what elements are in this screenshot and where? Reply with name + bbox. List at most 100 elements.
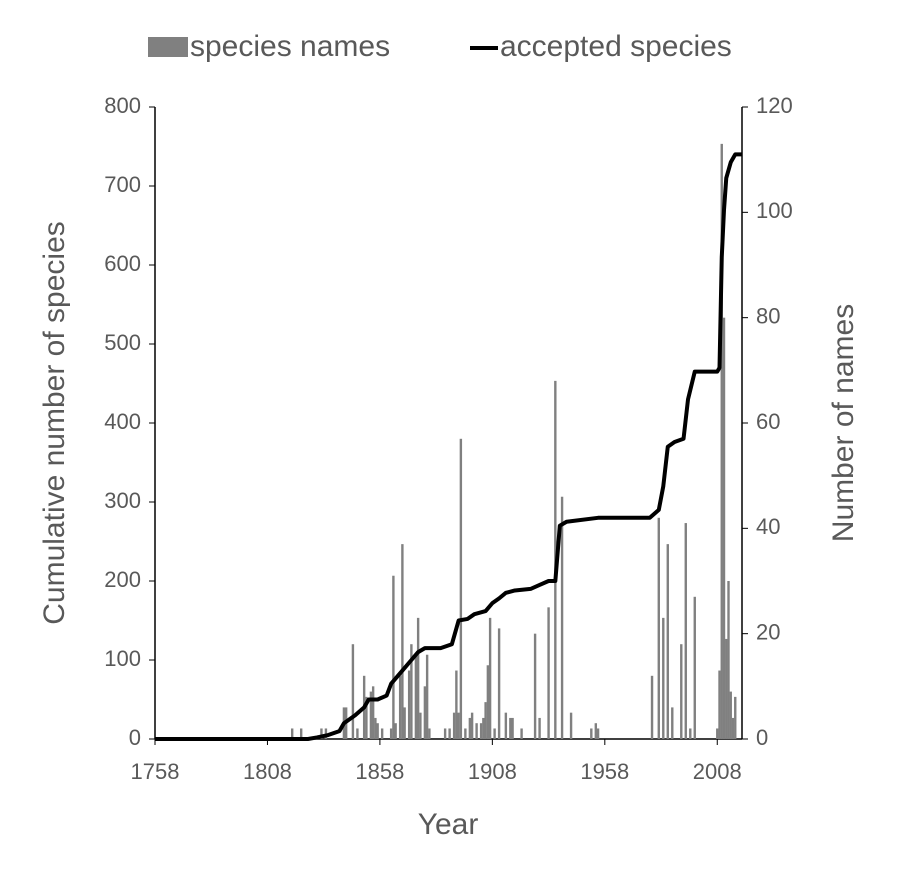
bar [486, 665, 490, 739]
y2-axis-title: Number of names [827, 304, 860, 542]
bar [299, 728, 303, 739]
bar [475, 723, 478, 739]
bar [509, 717, 512, 739]
legend-label: species names [190, 30, 390, 63]
bar [290, 728, 294, 739]
bar [727, 581, 730, 739]
bar [684, 523, 687, 739]
y2-tick-label: 100 [756, 198, 793, 223]
bar [657, 517, 660, 739]
bar [410, 644, 413, 739]
y-tick-label: 300 [104, 488, 141, 513]
bar [455, 670, 458, 739]
bar [371, 686, 375, 739]
bar [419, 712, 422, 739]
bar [725, 638, 728, 739]
bar [394, 723, 397, 739]
bar [671, 707, 674, 739]
bar [398, 675, 402, 739]
bar [351, 644, 355, 739]
bar [729, 691, 732, 739]
bar [448, 728, 451, 739]
bar [443, 728, 447, 739]
x-tick-label: 1958 [580, 759, 629, 784]
bar [389, 728, 393, 739]
bar [484, 702, 487, 739]
x-axis-title: Year [418, 808, 479, 841]
bar [493, 728, 496, 739]
legend-swatch [148, 37, 188, 57]
bar [356, 728, 359, 739]
y2-tick-label: 40 [756, 514, 780, 539]
y2-tick-label: 80 [756, 303, 780, 328]
y-tick-label: 400 [104, 409, 141, 434]
bar [376, 723, 379, 739]
bar [488, 617, 492, 739]
bar [365, 696, 368, 739]
bar [374, 717, 377, 739]
bar [452, 712, 456, 739]
y2-tick-label: 0 [756, 725, 768, 750]
x-tick-label: 2008 [693, 759, 742, 784]
y-tick-label: 100 [104, 646, 141, 671]
bar [596, 728, 600, 739]
bar [511, 717, 514, 739]
x-tick-label: 1908 [468, 759, 517, 784]
y2-tick-label: 60 [756, 409, 780, 434]
bar [731, 717, 735, 739]
bar [662, 617, 665, 739]
bar [680, 644, 683, 739]
bar [504, 712, 508, 739]
x-tick-label: 1858 [355, 759, 404, 784]
bar [459, 438, 463, 739]
x-tick-label: 1758 [131, 759, 180, 784]
bar [464, 728, 467, 739]
bar [380, 728, 384, 739]
bar [734, 696, 737, 739]
bar [716, 728, 719, 739]
bar [425, 654, 429, 739]
bar [401, 544, 404, 739]
bar [689, 728, 692, 739]
line [155, 152, 742, 741]
y-tick-label: 500 [104, 330, 141, 355]
bar [590, 728, 593, 739]
bar [666, 544, 669, 739]
y-tick-label: 800 [104, 93, 141, 118]
bar [468, 717, 472, 739]
bar [416, 617, 420, 739]
y-tick-label: 0 [129, 725, 141, 750]
bar [520, 728, 523, 739]
bar [392, 575, 395, 739]
y2-tick-label: 20 [756, 619, 780, 644]
bar [407, 670, 411, 739]
bar [560, 496, 564, 739]
bar [428, 728, 431, 739]
bar [320, 728, 323, 739]
bar [497, 628, 501, 739]
bar [414, 654, 418, 739]
bar [720, 143, 723, 739]
y-tick-label: 600 [104, 251, 141, 276]
bar [479, 723, 483, 739]
bar [722, 317, 726, 739]
y-tick-label: 200 [104, 567, 141, 592]
bar [533, 633, 537, 739]
y-tick-label: 700 [104, 172, 141, 197]
bar [369, 691, 373, 739]
bar [538, 717, 541, 739]
bar [470, 712, 474, 739]
x-tick-label: 1808 [243, 759, 292, 784]
y-axis-title: Cumulative number of species [38, 221, 71, 625]
bar [693, 596, 696, 739]
bar [594, 723, 598, 739]
bar [650, 675, 654, 739]
bar [482, 717, 485, 739]
bar [547, 607, 550, 739]
bar [457, 712, 460, 739]
legend-label: accepted species [500, 30, 732, 63]
bar [718, 670, 721, 739]
bar [403, 707, 406, 739]
bar [569, 712, 573, 739]
